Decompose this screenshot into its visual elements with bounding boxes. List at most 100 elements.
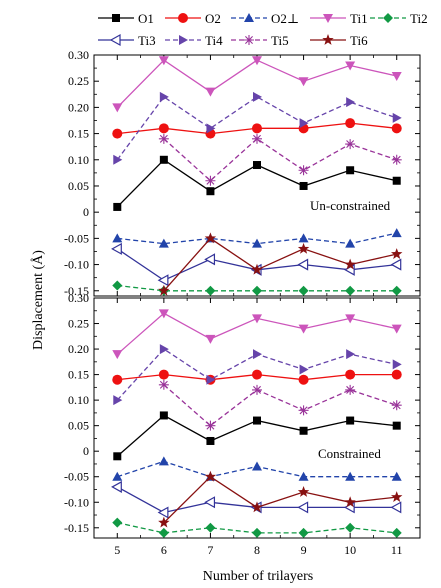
data-point-ti1 <box>252 56 262 66</box>
series-ti6 <box>158 232 403 296</box>
data-point-ti5 <box>391 154 402 165</box>
data-point-ti4 <box>392 112 402 123</box>
data-point-ti3 <box>111 242 122 255</box>
series-ti2 <box>112 517 402 538</box>
x-tick-label: 6 <box>161 543 167 557</box>
x-axis-label: Number of trilayers <box>203 569 313 584</box>
series-ti1 <box>112 56 402 113</box>
data-point-ti2 <box>252 527 262 538</box>
data-point-ti5 <box>391 400 402 411</box>
data-point-ti4 <box>253 349 262 360</box>
x-tick-label: 11 <box>391 543 403 557</box>
series-line-ti5 <box>163 137 397 182</box>
data-point-ti3 <box>204 496 216 509</box>
data-point-o1 <box>159 155 168 164</box>
data-point-ti1 <box>252 314 262 324</box>
data-point-o2-perp <box>112 471 123 481</box>
data-point-o1 <box>113 202 122 211</box>
legend-label-ti4: Ti4 <box>205 33 223 48</box>
data-point-ti6 <box>344 258 356 270</box>
data-point-ti4 <box>346 97 356 108</box>
data-point-ti2 <box>391 527 402 538</box>
y-tick-label: 0 <box>83 205 89 219</box>
legend-label-ti1: Ti1 <box>350 11 368 26</box>
data-point-ti3 <box>157 506 169 519</box>
data-point-o2 <box>298 374 309 385</box>
legend-item-ti3: Ti3 <box>98 33 156 48</box>
data-point-ti6 <box>391 248 403 259</box>
legend-item-ti1: Ti1 <box>310 11 368 26</box>
data-point-ti3 <box>297 258 309 271</box>
data-point-ti4 <box>299 118 309 129</box>
data-point-ti6 <box>204 232 217 244</box>
legend-label-o2-perp: O2⊥ <box>271 11 299 26</box>
data-point-ti1 <box>112 103 123 113</box>
legend-item-ti6: Ti6 <box>310 33 368 48</box>
data-point-ti6 <box>158 284 170 296</box>
data-point-ti2 <box>112 280 123 291</box>
series-line-ti6 <box>163 475 397 524</box>
data-point-o2-perp <box>112 233 123 243</box>
data-point-ti4 <box>253 91 262 102</box>
data-point-o1 <box>299 181 308 190</box>
data-point-ti2 <box>298 527 309 538</box>
y-tick-label: 0.15 <box>68 368 89 382</box>
legend-label-ti6: Ti6 <box>350 33 368 48</box>
data-point-ti5 <box>205 175 216 186</box>
data-point-ti6 <box>251 263 263 275</box>
data-point-ti5 <box>205 420 216 431</box>
y-tick-label: -0.10 <box>64 258 89 272</box>
data-point-ti1 <box>345 61 356 71</box>
data-point-o1 <box>392 421 401 430</box>
y-tick-label: 0.30 <box>68 291 89 305</box>
legend-marker-o2-perp <box>244 13 254 22</box>
data-point-o2 <box>345 369 356 380</box>
data-point-ti5 <box>158 133 169 144</box>
legend: O1 O2 O2⊥ Ti1 Ti2 Ti3 Ti4 Ti5 Ti6 <box>98 11 428 48</box>
data-point-ti1 <box>112 350 123 360</box>
series-ti6 <box>158 470 403 528</box>
series-ti4 <box>113 344 402 406</box>
x-tick-label: 9 <box>301 543 307 557</box>
data-point-ti4 <box>206 123 216 134</box>
data-point-ti5 <box>298 405 309 416</box>
legend-marker-ti5 <box>244 35 254 45</box>
data-point-o2 <box>112 374 123 385</box>
data-point-o2 <box>391 369 402 380</box>
data-point-ti2 <box>345 522 356 533</box>
data-point-ti4 <box>113 154 123 165</box>
data-point-ti4 <box>392 359 402 370</box>
series-ti5 <box>158 133 402 186</box>
legend-label-ti5: Ti5 <box>271 33 289 48</box>
data-point-o2-perp <box>391 228 402 238</box>
data-point-ti1 <box>205 334 216 344</box>
data-point-ti2 <box>252 285 262 296</box>
data-point-o2 <box>252 369 262 380</box>
series-o1 <box>113 411 401 461</box>
series-ti5 <box>158 379 402 431</box>
data-point-ti6 <box>297 486 310 497</box>
y-tick-label: 0.05 <box>68 179 89 193</box>
y-tick-label: 0.25 <box>68 74 89 88</box>
y-axis-label: Displacement (Å) <box>30 250 46 350</box>
legend-marker-ti2 <box>383 13 393 23</box>
data-point-ti1 <box>391 71 402 81</box>
data-point-ti6 <box>251 501 263 513</box>
data-point-o2-perp <box>158 456 169 466</box>
legend-item-o2: O2 <box>165 11 221 26</box>
data-point-ti1 <box>205 87 216 97</box>
data-point-o1 <box>113 452 122 461</box>
y-tick-label: -0.15 <box>64 284 89 298</box>
legend-marker-ti4 <box>179 35 188 45</box>
data-point-ti3 <box>157 274 169 287</box>
data-point-ti2 <box>298 285 309 296</box>
series-line-ti5 <box>163 384 397 427</box>
y-tick-label: 0.15 <box>68 127 89 141</box>
data-point-ti4 <box>299 364 309 375</box>
data-point-o2-perp <box>345 238 356 248</box>
legend-marker-ti1 <box>323 14 333 23</box>
data-point-ti5 <box>252 133 262 144</box>
y-tick-label: -0.10 <box>64 495 89 509</box>
data-point-ti2 <box>345 285 356 296</box>
data-point-ti4 <box>346 349 356 360</box>
